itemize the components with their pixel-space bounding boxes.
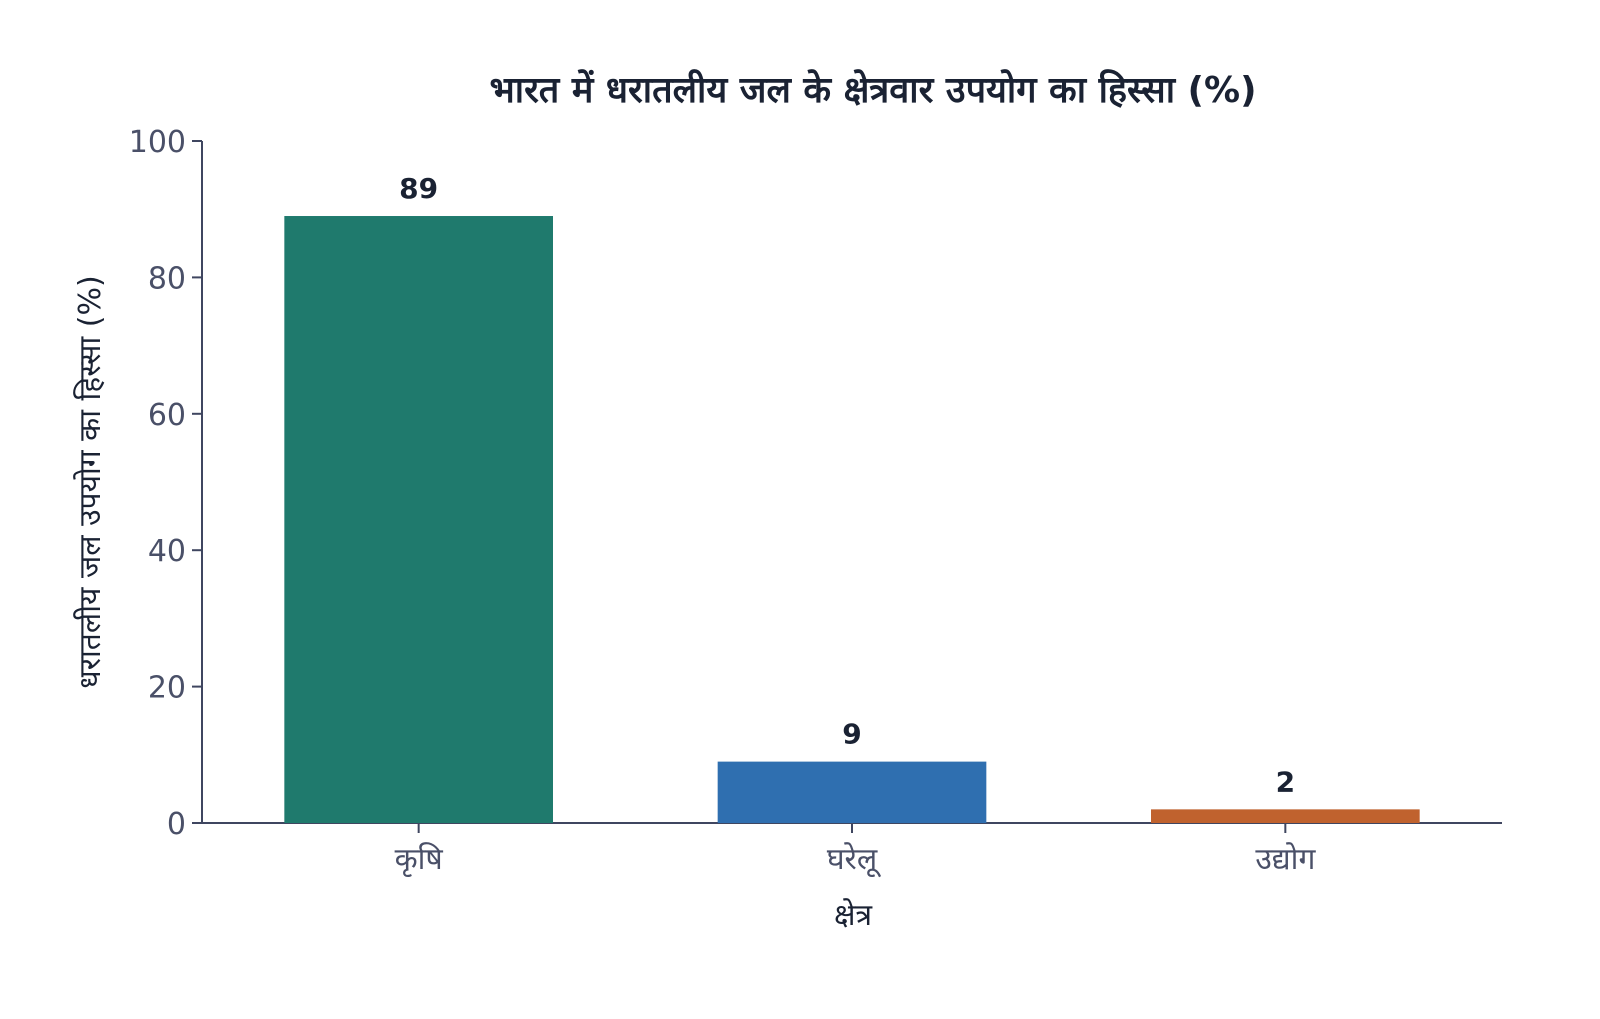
- data-label: 89: [399, 172, 438, 205]
- y-tick-label: 60: [148, 398, 186, 433]
- x-tick-label: उद्योग: [1255, 842, 1316, 877]
- x-tick-label: कृषि: [395, 842, 444, 878]
- y-axis: 0 20 40 60 80 100: [129, 125, 203, 842]
- y-tick-label: 100: [129, 125, 186, 160]
- y-axis-title: धरातलीय जल उपयोग का हिस्सा (%): [73, 275, 108, 688]
- y-tick-label: 40: [148, 534, 186, 569]
- data-label: 9: [842, 718, 861, 751]
- y-tick-label: 20: [148, 671, 186, 706]
- chart-title: भारत में धरातलीय जल के क्षेत्रवार उपयोग …: [489, 69, 1256, 111]
- bars-group: [284, 216, 1420, 823]
- bar: [1151, 809, 1420, 823]
- x-tick-label: घरेलू: [827, 842, 881, 878]
- bar: [284, 216, 553, 823]
- bar-labels-group: 89 9 2: [399, 172, 1295, 798]
- x-axis-title: क्षेत्र: [834, 898, 873, 933]
- y-tick-label: 80: [148, 261, 186, 296]
- bar: [717, 761, 987, 823]
- data-label: 2: [1276, 765, 1295, 798]
- x-axis: कृषि घरेलू उद्योग: [202, 822, 1502, 878]
- y-tick-label: 0: [167, 807, 186, 842]
